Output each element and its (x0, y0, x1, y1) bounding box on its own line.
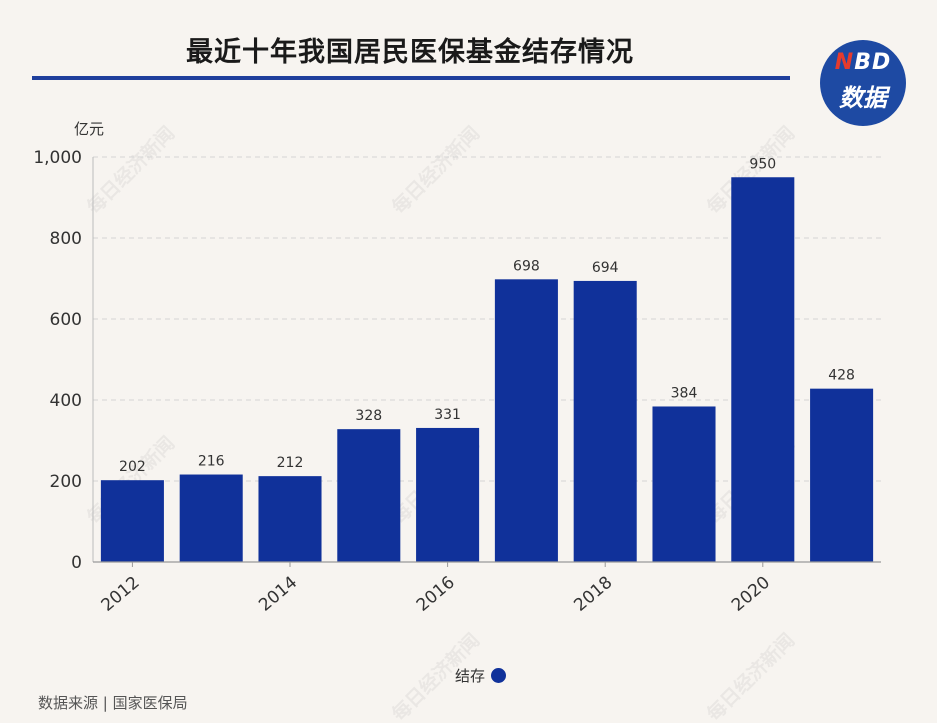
bar-value-label: 384 (671, 385, 698, 401)
watermark-text: 每日经济新闻 (387, 122, 484, 219)
bar-value-label: 202 (119, 459, 146, 475)
y-tick-label: 200 (50, 472, 82, 492)
y-tick-label: 1,000 (33, 148, 82, 168)
bar (573, 280, 637, 562)
title-underline (32, 76, 790, 80)
bar-value-label: 698 (513, 258, 540, 274)
x-tick-label: 2012 (98, 573, 144, 616)
x-tick-label: 2014 (255, 573, 301, 616)
bar (494, 279, 558, 562)
x-axis-ticks: 2012 2014 2016 2018 2020 (98, 562, 774, 616)
bar (100, 480, 164, 562)
bar-value-label: 428 (828, 368, 855, 384)
bar (337, 429, 401, 562)
bar (810, 388, 874, 562)
chart-title: 最近十年我国居民医保基金结存情况 (186, 37, 634, 68)
x-tick-label: 2016 (413, 573, 459, 616)
watermark-text: 每日经济新闻 (702, 629, 799, 723)
bar-value-label: 216 (198, 454, 225, 470)
legend-swatch (491, 667, 507, 683)
legend: 结存 (455, 664, 507, 686)
y-tick-label: 800 (50, 229, 82, 249)
y-axis-label: 亿元 (74, 120, 104, 138)
bar (258, 476, 322, 562)
bar (416, 427, 480, 562)
nbd-logo: NBD 数据 (820, 40, 906, 126)
bar-value-label: 212 (277, 455, 304, 471)
bar (179, 474, 243, 562)
legend-label: 结存 (455, 666, 486, 685)
y-tick-label: 600 (50, 310, 82, 330)
logo-nbd-text: NBD (834, 50, 892, 75)
bar-value-label: 950 (749, 156, 776, 172)
source-note: 数据来源 | 国家医保局 (38, 694, 188, 712)
bar (652, 406, 716, 562)
y-tick-label: 0 (71, 553, 82, 573)
y-tick-label: 400 (50, 391, 82, 411)
logo-data-text: 数据 (839, 84, 887, 112)
y-axis-ticks: 0 200 400 600 800 1,000 (33, 148, 82, 573)
bar-value-label: 328 (355, 408, 382, 424)
x-tick-label: 2018 (570, 573, 616, 616)
x-tick-label: 2020 (728, 573, 774, 616)
bar (731, 177, 795, 562)
bars: 202 216 212 328 331 698 694 384 950 428 (100, 156, 874, 562)
bar-value-label: 331 (434, 407, 461, 423)
bar-value-label: 694 (592, 260, 619, 276)
